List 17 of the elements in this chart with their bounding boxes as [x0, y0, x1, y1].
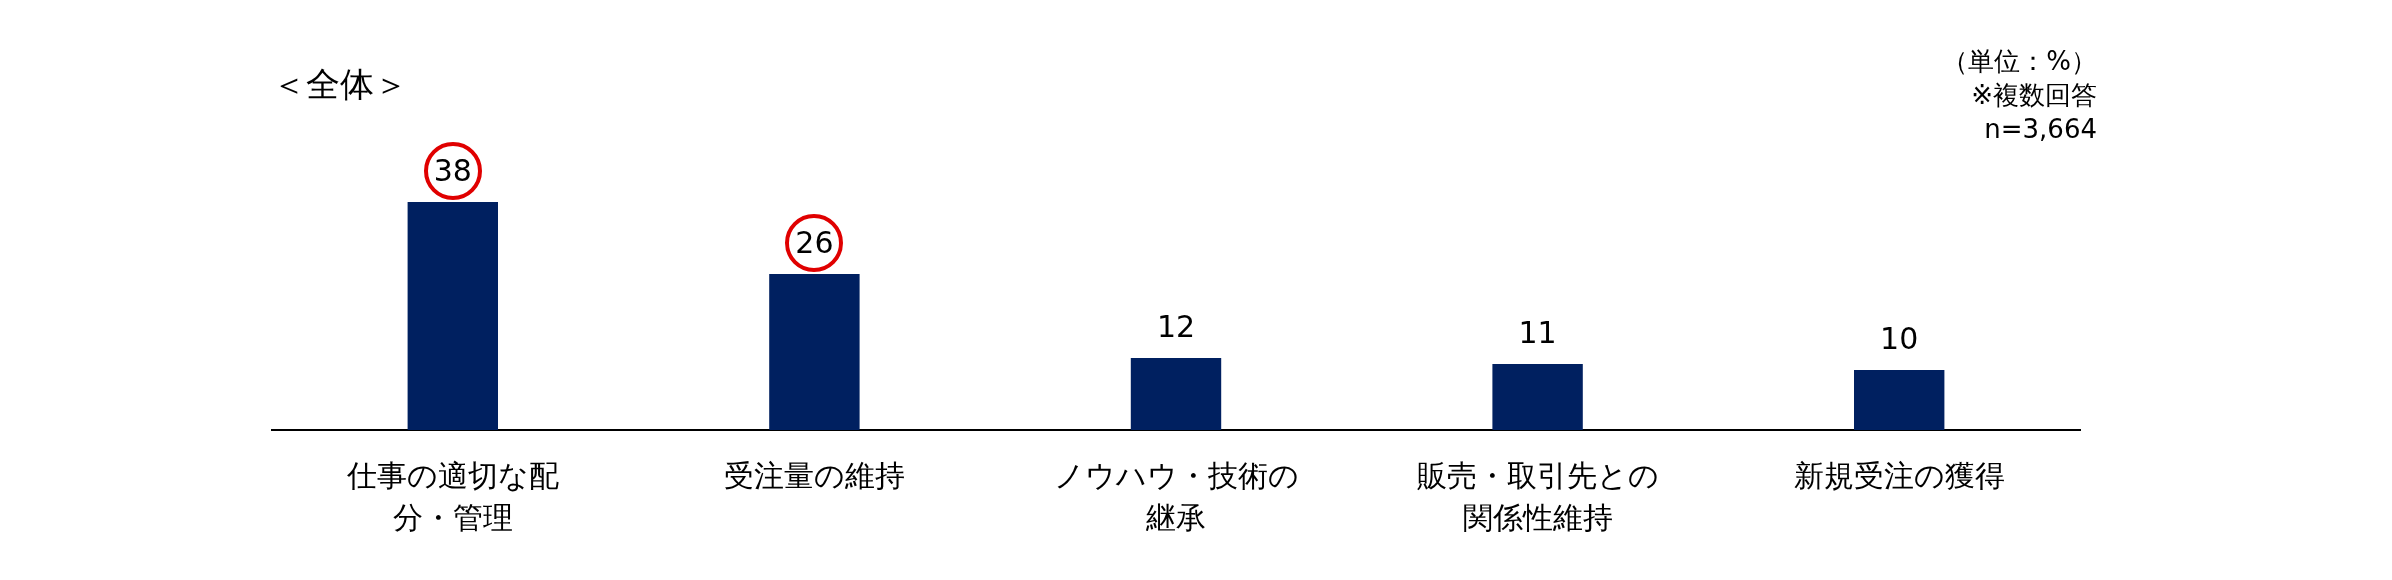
x-tick-label: ノウハウ・技術の継承 [1053, 457, 1299, 537]
bar [1130, 358, 1222, 430]
text: n=3,664 [1983, 113, 2097, 146]
chart-title: ＜全体＞ [272, 63, 408, 106]
x-tick-label: 受注量の維持 [722, 457, 906, 495]
x-tick-label: 仕事の適切な配分・管理 [345, 457, 560, 537]
data-label: 11 [1518, 314, 1557, 350]
x-tick-label: 販売・取引先との関係性維持 [1415, 457, 1660, 537]
text: ※複数回答 [1970, 79, 2097, 112]
data-label: 38 [433, 152, 472, 188]
data-label: 10 [1880, 320, 1919, 356]
data-label: 26 [795, 224, 834, 260]
bar [1854, 370, 1945, 430]
text: （単位：%） [1942, 45, 2097, 78]
x-tick-label: 新規受注の獲得 [1792, 457, 2006, 495]
bar [1492, 364, 1583, 430]
data-label: 12 [1156, 308, 1196, 344]
